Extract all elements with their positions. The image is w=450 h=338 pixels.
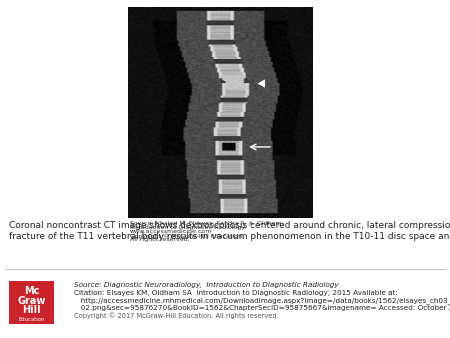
Text: http://accessmedicine.mhmedical.com/Downloadimage.aspx?image=/data/books/1562/el: http://accessmedicine.mhmedical.com/Down… [74,297,450,304]
Text: All rights reserved.: All rights reserved. [130,237,189,242]
Text: www.accessmedicine.com: www.accessmedicine.com [130,229,212,234]
Text: Introduction to Diagnostic Radiology.: Introduction to Diagnostic Radiology. [130,225,246,230]
Text: Citation: Elsayes KM, Oldham SA  Introduction to Diagnostic Radiology; 2015 Avai: Citation: Elsayes KM, Oldham SA Introduc… [74,290,398,296]
Text: Hill: Hill [22,305,41,315]
Text: Graw: Graw [17,296,46,306]
Text: Copyright © 2017 McGraw-Hill Education. All rights reserved.: Copyright © 2017 McGraw-Hill Education. … [74,312,279,319]
Text: 02.png&sec=95876270&BookID=1562&ChapterSecID=95875667&imagename= Accessed: Octob: 02.png&sec=95876270&BookID=1562&ChapterS… [74,305,450,311]
FancyBboxPatch shape [9,281,54,324]
Text: Coronal noncontrast CT image shows dextroscoliosis centered around chronic, late: Coronal noncontrast CT image shows dextr… [9,221,450,241]
Text: Copyright © McGraw-Hill Education.: Copyright © McGraw-Hill Education. [130,233,244,239]
Text: Source: Khaled M. Elsayes, Sandra A. A. Oldham:: Source: Khaled M. Elsayes, Sandra A. A. … [130,221,284,226]
Text: Education: Education [18,317,45,322]
Text: Source: Diagnostic Neuroradiology,  Introduction to Diagnostic Radiology: Source: Diagnostic Neuroradiology, Intro… [74,282,339,288]
Text: Mc: Mc [24,286,39,296]
